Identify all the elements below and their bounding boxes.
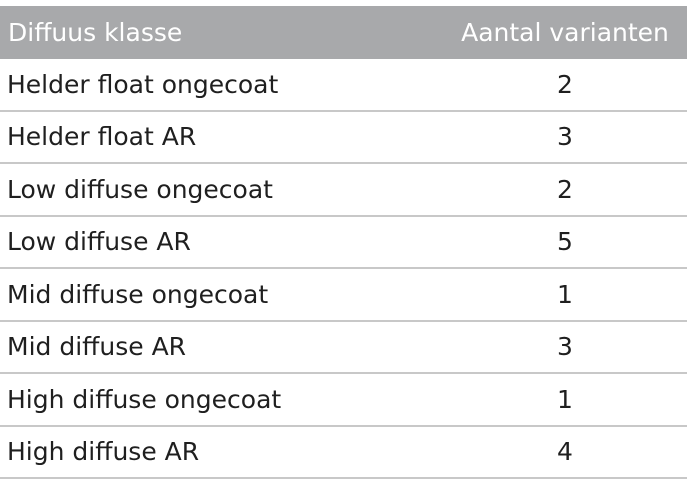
table-header: Diffuus klasse Aantal varianten <box>0 6 687 59</box>
table-row: Helder float AR 3 <box>0 112 687 164</box>
row-variant-count: 2 <box>557 69 573 99</box>
row-class-name: High diffuse AR <box>7 437 200 467</box>
table-row: Mid diffuse ongecoat 1 <box>0 269 687 322</box>
row-class-name: Mid diffuse ongecoat <box>7 279 269 309</box>
row-variant-count: 1 <box>557 279 573 309</box>
row-variant-count: 2 <box>557 174 573 204</box>
row-variant-count: 3 <box>557 122 573 152</box>
table-row: Helder float ongecoat 2 <box>0 59 687 112</box>
row-class-name: Helder float AR <box>7 122 197 152</box>
row-variant-count: 4 <box>557 437 573 467</box>
diffuse-class-table: Diffuus klasse Aantal varianten Helder f… <box>0 6 687 479</box>
row-class-name: High diffuse ongecoat <box>7 384 282 414</box>
row-class-name: Mid diffuse AR <box>7 332 187 362</box>
row-class-name: Helder float ongecoat <box>7 69 279 99</box>
row-class-name: Low diffuse ongecoat <box>7 174 273 204</box>
header-variant-count: Aantal varianten <box>461 18 669 47</box>
row-variant-count: 3 <box>557 332 573 362</box>
row-variant-count: 5 <box>557 227 573 257</box>
table-row: Mid diffuse AR 3 <box>0 322 687 374</box>
table-row: High diffuse ongecoat 1 <box>0 374 687 427</box>
row-class-name: Low diffuse AR <box>7 227 191 257</box>
table-row: Low diffuse ongecoat 2 <box>0 164 687 217</box>
row-variant-count: 1 <box>557 384 573 414</box>
header-diffuse-class: Diffuus klasse <box>8 18 183 47</box>
table-row: High diffuse AR 4 <box>0 427 687 479</box>
table-row: Low diffuse AR 5 <box>0 217 687 269</box>
